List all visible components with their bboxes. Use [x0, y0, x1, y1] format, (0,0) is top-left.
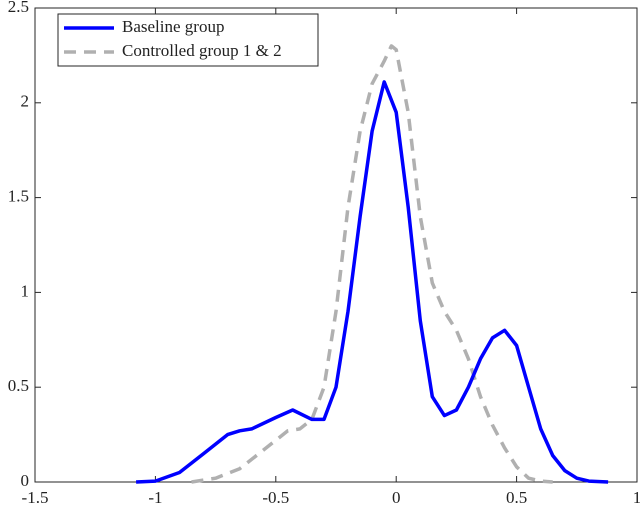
line-series	[191, 44, 553, 484]
legend-box	[57, 13, 319, 67]
y-tick-label: 1.5	[8, 187, 29, 206]
legend-label: Controlled group 1 & 2	[122, 41, 282, 60]
legend-label: Baseline group	[122, 17, 224, 36]
y-tick-label: 2.5	[8, 0, 29, 16]
line-series	[136, 80, 609, 484]
x-tick-label: 1	[633, 488, 640, 507]
x-tick-label: 0	[392, 488, 401, 507]
y-tick-label: 2	[21, 92, 30, 111]
plot-area	[34, 7, 638, 483]
x-tick-label: -0.5	[262, 488, 289, 507]
x-tick-label: -1	[148, 488, 162, 507]
y-tick-label: 0.5	[8, 376, 29, 395]
x-tick-label: 0.5	[506, 488, 527, 507]
x-tick-label: -1.5	[22, 488, 49, 507]
y-tick-label: 1	[21, 281, 30, 300]
y-tick-label: 0	[21, 471, 30, 490]
